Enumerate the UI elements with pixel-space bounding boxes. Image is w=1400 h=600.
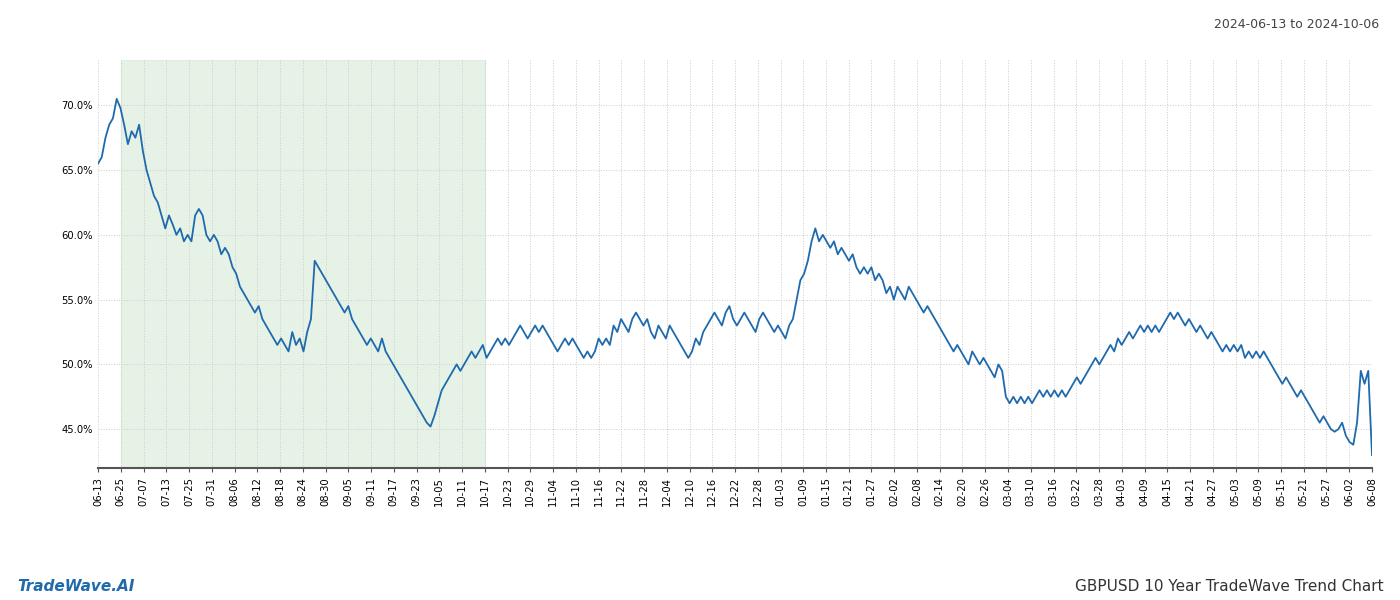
Text: GBPUSD 10 Year TradeWave Trend Chart: GBPUSD 10 Year TradeWave Trend Chart bbox=[1075, 579, 1383, 594]
Text: TradeWave.AI: TradeWave.AI bbox=[17, 579, 134, 594]
Text: 2024-06-13 to 2024-10-06: 2024-06-13 to 2024-10-06 bbox=[1214, 18, 1379, 31]
Bar bbox=[120, 60, 484, 468]
